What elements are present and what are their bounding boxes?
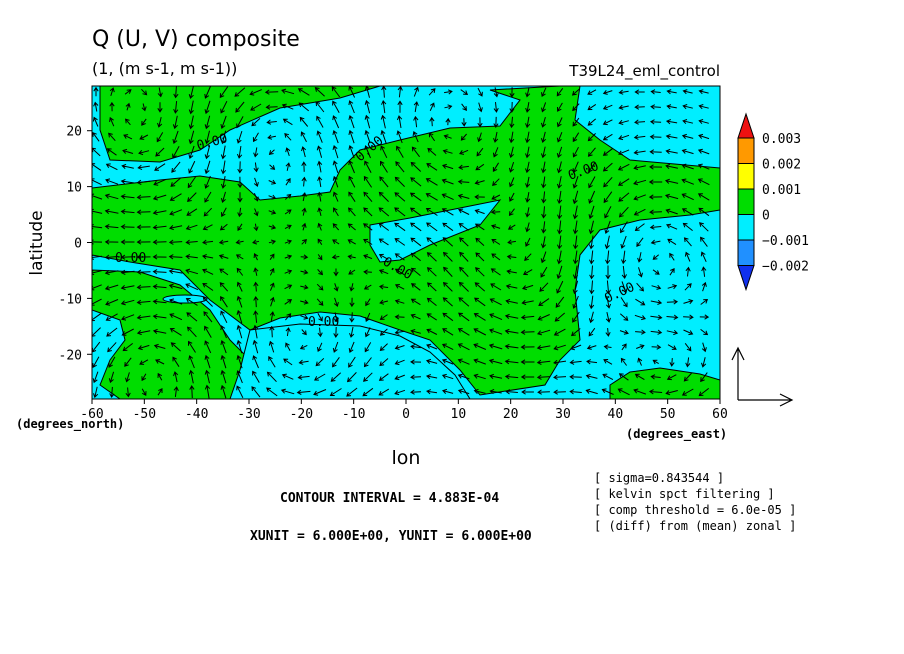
x-unit-label: (degrees_east) [626, 427, 727, 442]
x-axis: -60 -50 -40 -30 -20 -10 0 10 20 30 40 50 60 [80, 399, 728, 422]
chart-subtitle: (1, (m s-1, m s-1)) [92, 59, 237, 78]
colorbar-top-triangle [737, 112, 755, 139]
colorbar-bottom-triangle [737, 265, 755, 292]
colorbar-label: −0.001 [762, 234, 809, 249]
run-notes: [ sigma=0.843544 ] [ kelvin spct filteri… [594, 471, 796, 533]
x-tick-label: -10 [342, 407, 365, 422]
x-tick-label: 60 [712, 407, 728, 422]
positive-region-northwest [99, 86, 381, 163]
colorbar-segment [737, 214, 755, 241]
colorbar-label: 0 [762, 209, 770, 224]
contour-label: 0.00 [115, 251, 146, 266]
note: [ sigma=0.843544 ] [594, 471, 724, 485]
colorbar-label: 0.001 [762, 183, 801, 198]
negative-intrusion-south [229, 323, 471, 399]
x-axis-title: lon [392, 447, 421, 469]
y-tick-label: 20 [66, 125, 82, 140]
x-tick-label: 10 [451, 407, 467, 422]
reference-vector-right [738, 393, 794, 407]
y-tick-label: 0 [74, 237, 82, 252]
colorbar-segment [737, 239, 755, 266]
x-tick-label: 50 [660, 407, 676, 422]
note: [ kelvin spct filtering ] [594, 487, 775, 501]
x-tick-label: -20 [290, 407, 313, 422]
contour-labels: 0.00 0.00 0.00 0.00 0.00 0.00 0.00 [115, 131, 637, 330]
y-axis-title: latitude [27, 210, 47, 275]
colorbar-segment [737, 163, 755, 190]
vector-field [92, 86, 710, 399]
y-unit-label: (degrees_north) [16, 417, 124, 432]
y-tick-label: 10 [66, 181, 82, 196]
negative-intrusion-center [369, 199, 502, 263]
colorbar-label: 0.003 [762, 132, 801, 147]
x-tick-label: 0 [402, 407, 410, 422]
x-tick-label: -40 [185, 407, 208, 422]
y-tick-label: -10 [59, 292, 82, 307]
y-tick-label: -20 [59, 348, 82, 363]
colorbar-segment [737, 137, 755, 164]
plot-area [92, 86, 720, 399]
x-tick-label: -50 [133, 407, 156, 422]
reference-vector [731, 346, 794, 407]
run-label: T39L24_eml_control [568, 62, 720, 81]
wind-vectors [92, 86, 710, 399]
x-tick-label: -30 [237, 407, 260, 422]
contour-label: 0.00 [308, 315, 339, 330]
contour-interval: CONTOUR INTERVAL = 4.883E-04 [280, 491, 499, 506]
x-tick-label: -60 [80, 407, 103, 422]
unit-scale: XUNIT = 6.000E+00, YUNIT = 6.000E+00 [250, 529, 532, 544]
positive-region-southwest [92, 269, 261, 399]
chart-title: Q (U, V) composite [92, 27, 300, 52]
x-tick-label: 30 [555, 407, 571, 422]
y-axis: 20 10 0 -10 -20 [59, 125, 92, 363]
colorbar-label: 0.002 [762, 158, 801, 173]
colorbar-label: −0.002 [762, 260, 809, 275]
colorbar: 0.003 0.002 0.001 0 −0.001 −0.002 [737, 112, 809, 292]
colorbar-segment [737, 188, 755, 215]
note: [ comp threshold = 6.0e-05 ] [594, 503, 796, 517]
note: [ (diff) from (mean) zonal ] [594, 519, 796, 533]
reference-vector-up [731, 346, 745, 400]
negative-island-west [162, 294, 208, 304]
x-tick-label: 40 [608, 407, 624, 422]
x-tick-label: 20 [503, 407, 519, 422]
